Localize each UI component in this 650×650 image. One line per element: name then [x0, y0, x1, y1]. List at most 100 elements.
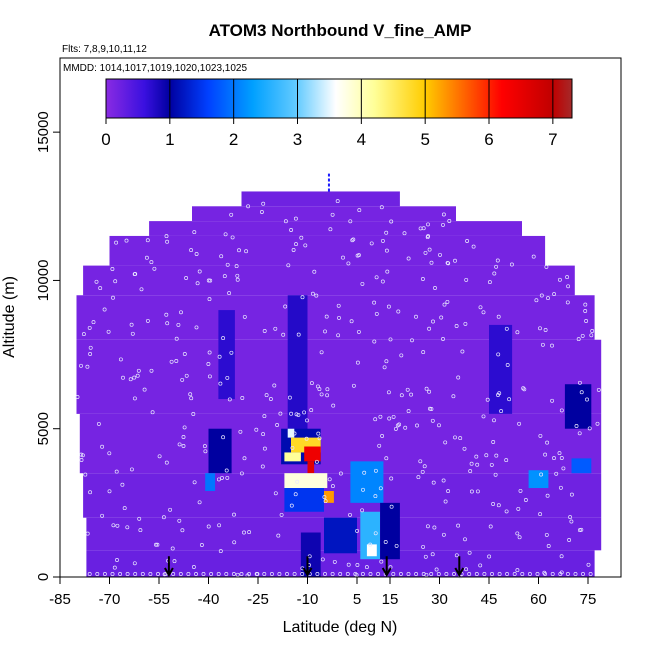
sample-point: [577, 380, 582, 385]
sample-point: [95, 572, 100, 576]
sample-point: [403, 425, 408, 430]
sample-point: [565, 572, 570, 576]
surface-arrow: [381, 556, 392, 578]
x-tick-label: -40: [198, 591, 220, 608]
sample-point: [294, 242, 298, 247]
sample-point: [154, 542, 158, 547]
sample-point: [88, 490, 93, 495]
sample-point: [319, 350, 324, 355]
sample-point: [420, 469, 425, 474]
sample-point: [442, 302, 447, 307]
sample-point: [538, 433, 543, 438]
heatmap-cell: [86, 550, 595, 577]
sample-point: [376, 572, 381, 576]
sample-point: [309, 381, 314, 386]
sample-point: [197, 269, 202, 274]
sample-point: [232, 540, 237, 545]
sample-point: [124, 238, 129, 243]
sample-point: [194, 325, 199, 330]
y-tick-label: 0: [35, 573, 52, 581]
sample-point: [353, 572, 358, 576]
colorbar-tick-label: 0: [101, 130, 110, 149]
sample-point: [137, 516, 142, 521]
sample-point: [523, 498, 528, 502]
sample-point: [427, 326, 432, 331]
sample-point: [517, 421, 522, 426]
sample-point: [545, 440, 550, 445]
sample-point: [165, 239, 170, 244]
sample-point: [441, 222, 445, 227]
sample-point: [492, 271, 497, 276]
sample-point: [107, 489, 112, 494]
sample-point: [180, 528, 185, 533]
sample-point: [544, 264, 549, 269]
y-tick-label: 5000: [35, 412, 52, 445]
sample-point: [142, 387, 147, 392]
sample-point: [218, 549, 223, 554]
sample-point: [505, 363, 510, 367]
sample-point: [254, 427, 259, 432]
sample-point: [225, 262, 230, 267]
sample-point: [330, 572, 335, 576]
heatmap-cell: [76, 339, 602, 414]
sample-point: [336, 333, 341, 338]
sample-point: [115, 523, 120, 528]
sample-point: [402, 231, 407, 236]
sample-point: [132, 396, 137, 401]
sample-point: [456, 523, 461, 528]
sample-point: [546, 296, 550, 301]
sample-point: [531, 254, 536, 259]
sample-point: [94, 279, 99, 284]
colorbar-tick-label: 2: [229, 130, 238, 149]
sample-point: [583, 302, 588, 307]
sample-point: [577, 528, 582, 533]
sample-point: [324, 314, 329, 319]
sample-point: [125, 525, 130, 530]
sample-point: [444, 572, 449, 576]
sample-point: [114, 469, 119, 474]
sample-point: [235, 273, 240, 278]
sample-point: [478, 563, 483, 568]
sample-point: [289, 228, 294, 232]
sample-point: [168, 507, 173, 512]
sample-point: [573, 572, 578, 576]
sample-point: [576, 337, 581, 342]
sample-point: [310, 291, 315, 296]
sample-point: [504, 458, 509, 463]
x-tick-label: -85: [49, 591, 71, 608]
sample-point: [98, 286, 103, 291]
sample-point: [112, 565, 117, 570]
sample-point: [387, 416, 392, 421]
sample-point: [538, 512, 543, 517]
sample-point: [379, 559, 384, 564]
sample-point: [325, 393, 330, 398]
x-tick-label: 60: [530, 591, 547, 608]
heatmap-cell: [83, 473, 602, 518]
sample-point: [85, 531, 90, 536]
sample-point: [291, 248, 296, 252]
sample-point: [181, 435, 186, 439]
sample-point: [518, 488, 523, 493]
sample-point: [100, 444, 105, 449]
heatmap-cell: [528, 470, 549, 489]
x-axis-label: Latitude (deg N): [283, 619, 398, 636]
sample-point: [264, 393, 269, 398]
sample-point: [246, 204, 251, 209]
sample-point: [338, 572, 343, 576]
sample-point: [396, 309, 401, 314]
sample-point: [102, 307, 107, 312]
sample-point: [132, 375, 137, 380]
sample-point: [332, 559, 337, 564]
sample-point: [512, 572, 517, 576]
sample-point: [229, 350, 234, 355]
sample-point: [336, 303, 341, 308]
sample-point: [152, 266, 157, 271]
sample-point: [272, 383, 277, 388]
sample-point: [351, 237, 356, 242]
sample-point: [218, 381, 223, 386]
sample-point: [565, 300, 570, 305]
sample-point: [406, 409, 411, 414]
sample-point: [110, 572, 115, 576]
sample-point: [121, 375, 125, 380]
sample-point: [552, 456, 556, 461]
